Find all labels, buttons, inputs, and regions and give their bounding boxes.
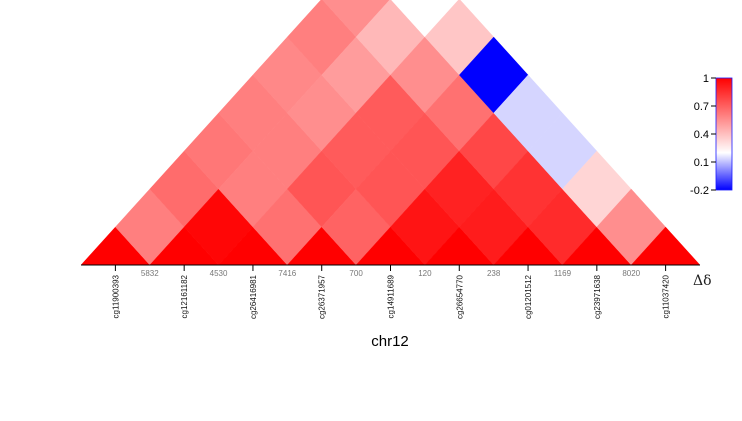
distance-labels: 5832 4530 7416 700 120 238 1169 8020 <box>141 269 641 278</box>
probe-label: cg11900393 <box>111 274 120 318</box>
scale-tick-label: 0.4 <box>694 129 709 141</box>
scale-tick-label: -0.2 <box>690 185 709 197</box>
legend-delta-symbol: Δδ <box>693 273 712 289</box>
probe-label: cg26371957 <box>318 274 327 319</box>
color-scale-ticks: 1 0.7 0.4 0.1 -0.2 <box>690 73 716 197</box>
distance-label: 7416 <box>278 269 296 278</box>
probe-label: cg01201512 <box>524 274 533 319</box>
distance-label: 1169 <box>554 269 572 278</box>
distance-label: 238 <box>487 269 501 278</box>
distance-label: 8020 <box>622 269 640 278</box>
distance-label: 700 <box>349 269 363 278</box>
heatmap-triangle <box>80 0 701 266</box>
scale-tick-label: 0.7 <box>694 101 709 113</box>
scale-tick-label: 0.1 <box>694 157 709 169</box>
scale-tick-label: 1 <box>703 73 709 85</box>
x-axis-title: chr12 <box>371 333 409 350</box>
distance-label: 4530 <box>210 269 228 278</box>
distance-label: 5832 <box>141 269 159 278</box>
color-scale-bar <box>715 77 733 191</box>
probe-label: cg23971638 <box>593 274 602 319</box>
probe-label: cg26416981 <box>249 274 258 319</box>
probe-labels: cg11900393 cg12161182 cg26416981 cg26371957… <box>111 274 670 319</box>
distance-label: 120 <box>418 269 432 278</box>
probe-label: cg26654770 <box>455 274 464 319</box>
probe-label: cg11037420 <box>662 274 671 318</box>
probe-label: cg12161182 <box>180 274 189 318</box>
probe-label: cg14911689 <box>387 274 396 318</box>
probe-ticks <box>114 265 667 271</box>
